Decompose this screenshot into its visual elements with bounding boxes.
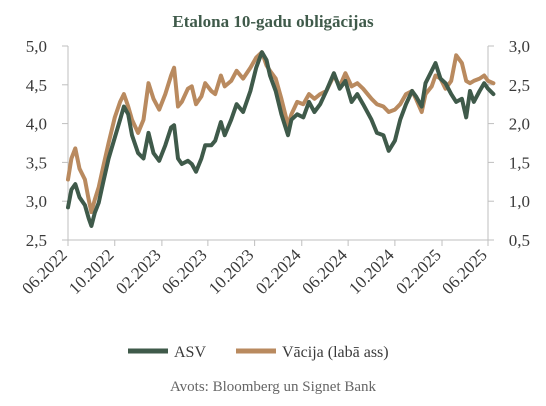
left-tick-label: 4,5	[26, 76, 47, 95]
right-tick-label: 0,5	[509, 231, 530, 250]
legend-label-vacija: Vācija (labā ass)	[282, 344, 389, 361]
x-tick-label: 06.2025	[438, 245, 491, 298]
series-line-asv	[66, 50, 496, 228]
x-tick-label: 02.2025	[392, 245, 445, 298]
right-tick-label: 3,0	[509, 37, 530, 56]
right-tick-label: 1,5	[509, 153, 530, 172]
x-tick-label: 10.2024	[345, 245, 398, 298]
x-tick-label: 02.2023	[112, 245, 165, 298]
x-tick-label: 06.2022	[18, 245, 71, 298]
x-tick-label: 10.2022	[65, 245, 118, 298]
x-tick-label: 10.2023	[205, 245, 258, 298]
left-y-axis: 2,5 3,0 3,5 4,0 4,5 5,0	[26, 37, 69, 250]
x-tick-label: 06.2023	[158, 245, 211, 298]
right-tick-label: 2,5	[509, 76, 530, 95]
left-tick-label: 5,0	[26, 37, 47, 56]
chart-source: Avots: Bloomberg un Signet Bank	[170, 379, 377, 395]
left-tick-label: 3,5	[26, 153, 47, 172]
right-tick-label: 2,0	[509, 115, 530, 134]
right-tick-label: 1,0	[509, 192, 530, 211]
left-tick-label: 4,0	[26, 115, 47, 134]
plot-area	[66, 50, 496, 228]
chart-title: Etalona 10-gadu obligācijas	[172, 12, 374, 31]
left-tick-label: 2,5	[26, 231, 47, 250]
x-tick-label: 02.2024	[252, 245, 305, 298]
left-tick-label: 3,0	[26, 192, 47, 211]
x-tick-label: 06.2024	[298, 245, 351, 298]
legend-label-asv: ASV	[174, 344, 206, 361]
x-axis: 06.202210.202202.202306.202310.202302.20…	[18, 239, 491, 298]
legend: ASV Vācija (labā ass)	[128, 344, 389, 361]
right-y-axis: 0,5 1,0 1,5 2,0 2,5 3,0	[487, 37, 530, 250]
